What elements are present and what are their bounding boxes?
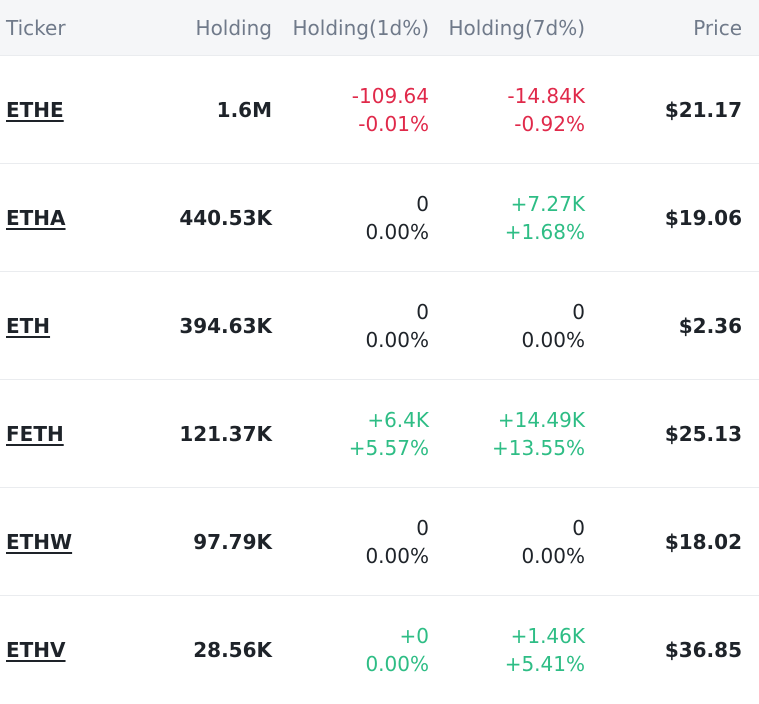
ticker-link[interactable]: ETHW	[6, 529, 73, 554]
header-holding[interactable]: Holding	[195, 15, 272, 40]
holding-1d-percent: 0.00%	[365, 327, 429, 352]
holding-1d-amount: +0	[399, 624, 429, 648]
holding-1d-change: 0 0.00%	[272, 298, 429, 354]
table-row: ETHA 440.53K 0 0.00% +7.27K +1.68% $19.0…	[0, 164, 759, 272]
holding-7d-amount: +1.46K	[510, 624, 585, 648]
price-value: $2.36	[678, 313, 742, 338]
holding-7d-change: 0 0.00%	[429, 514, 585, 570]
ticker-link[interactable]: ETHE	[6, 97, 64, 122]
ticker-link[interactable]: FETH	[6, 421, 64, 446]
holding-1d-percent: 0.00%	[365, 219, 429, 244]
holding-1d-change: +0 0.00%	[272, 622, 429, 678]
table-row: ETH 394.63K 0 0.00% 0 0.00% $2.36	[0, 272, 759, 380]
holding-7d-change: -14.84K -0.92%	[429, 82, 585, 138]
holding-1d-amount: +6.4K	[367, 407, 429, 432]
table-row: ETHE 1.6M -109.64 -0.01% -14.84K -0.92% …	[0, 56, 759, 164]
holding-7d-amount: -14.84K	[507, 83, 585, 108]
price-value: $18.02	[664, 529, 742, 554]
holding-value: 1.6M	[216, 97, 272, 122]
holding-1d-percent: 0.00%	[365, 652, 429, 676]
price-value: $21.17	[664, 97, 742, 122]
holding-7d-amount: 0	[572, 299, 585, 324]
holding-1d-amount: 0	[416, 191, 429, 216]
holding-1d-change: 0 0.00%	[272, 514, 429, 570]
table-body: ETHE 1.6M -109.64 -0.01% -14.84K -0.92% …	[0, 56, 759, 704]
holding-1d-change: +6.4K +5.57%	[272, 406, 429, 462]
holding-value: 121.37K	[179, 421, 272, 446]
holding-7d-percent: +13.55%	[491, 435, 585, 460]
table-row: ETHW 97.79K 0 0.00% 0 0.00% $18.02	[0, 488, 759, 596]
holding-7d-amount: 0	[572, 515, 585, 540]
ticker-link[interactable]: ETH	[6, 313, 51, 338]
table-header: Ticker Holding Holding(1d%) Holding(7d%)…	[0, 0, 759, 56]
holding-7d-percent: +5.41%	[504, 652, 585, 676]
holding-1d-percent: -0.01%	[358, 111, 429, 136]
holding-1d-percent: 0.00%	[365, 543, 429, 568]
holding-1d-change: -109.64 -0.01%	[272, 82, 429, 138]
header-ticker[interactable]: Ticker	[6, 15, 66, 40]
price-value: $36.85	[664, 638, 742, 662]
holding-7d-percent: 0.00%	[521, 327, 585, 352]
ticker-link[interactable]: ETHV	[6, 638, 66, 662]
holding-7d-amount: +7.27K	[510, 191, 585, 216]
header-price[interactable]: Price	[693, 15, 742, 40]
holding-value: 28.56K	[193, 638, 272, 662]
header-holding-7d[interactable]: Holding(7d%)	[448, 15, 585, 40]
holding-7d-change: +14.49K +13.55%	[429, 406, 585, 462]
holding-value: 394.63K	[179, 313, 272, 338]
holding-value: 97.79K	[193, 529, 272, 554]
holding-7d-percent: -0.92%	[514, 111, 585, 136]
holding-1d-amount: -109.64	[351, 83, 429, 108]
price-value: $25.13	[664, 421, 742, 446]
holding-1d-percent: +5.57%	[348, 435, 429, 460]
ticker-link[interactable]: ETHA	[6, 205, 66, 230]
table-row: ETHV 28.56K +0 0.00% +1.46K +5.41% $36.8…	[0, 596, 759, 704]
holding-7d-change: +1.46K +5.41%	[429, 622, 585, 678]
header-holding-1d[interactable]: Holding(1d%)	[292, 15, 429, 40]
holding-1d-change: 0 0.00%	[272, 190, 429, 246]
holding-7d-amount: +14.49K	[497, 407, 585, 432]
holding-7d-change: 0 0.00%	[429, 298, 585, 354]
table-row: FETH 121.37K +6.4K +5.57% +14.49K +13.55…	[0, 380, 759, 488]
price-value: $19.06	[664, 205, 742, 230]
holding-7d-change: +7.27K +1.68%	[429, 190, 585, 246]
holding-value: 440.53K	[179, 205, 272, 230]
holding-7d-percent: 0.00%	[521, 543, 585, 568]
holding-7d-percent: +1.68%	[504, 219, 585, 244]
holding-1d-amount: 0	[416, 515, 429, 540]
holding-1d-amount: 0	[416, 299, 429, 324]
